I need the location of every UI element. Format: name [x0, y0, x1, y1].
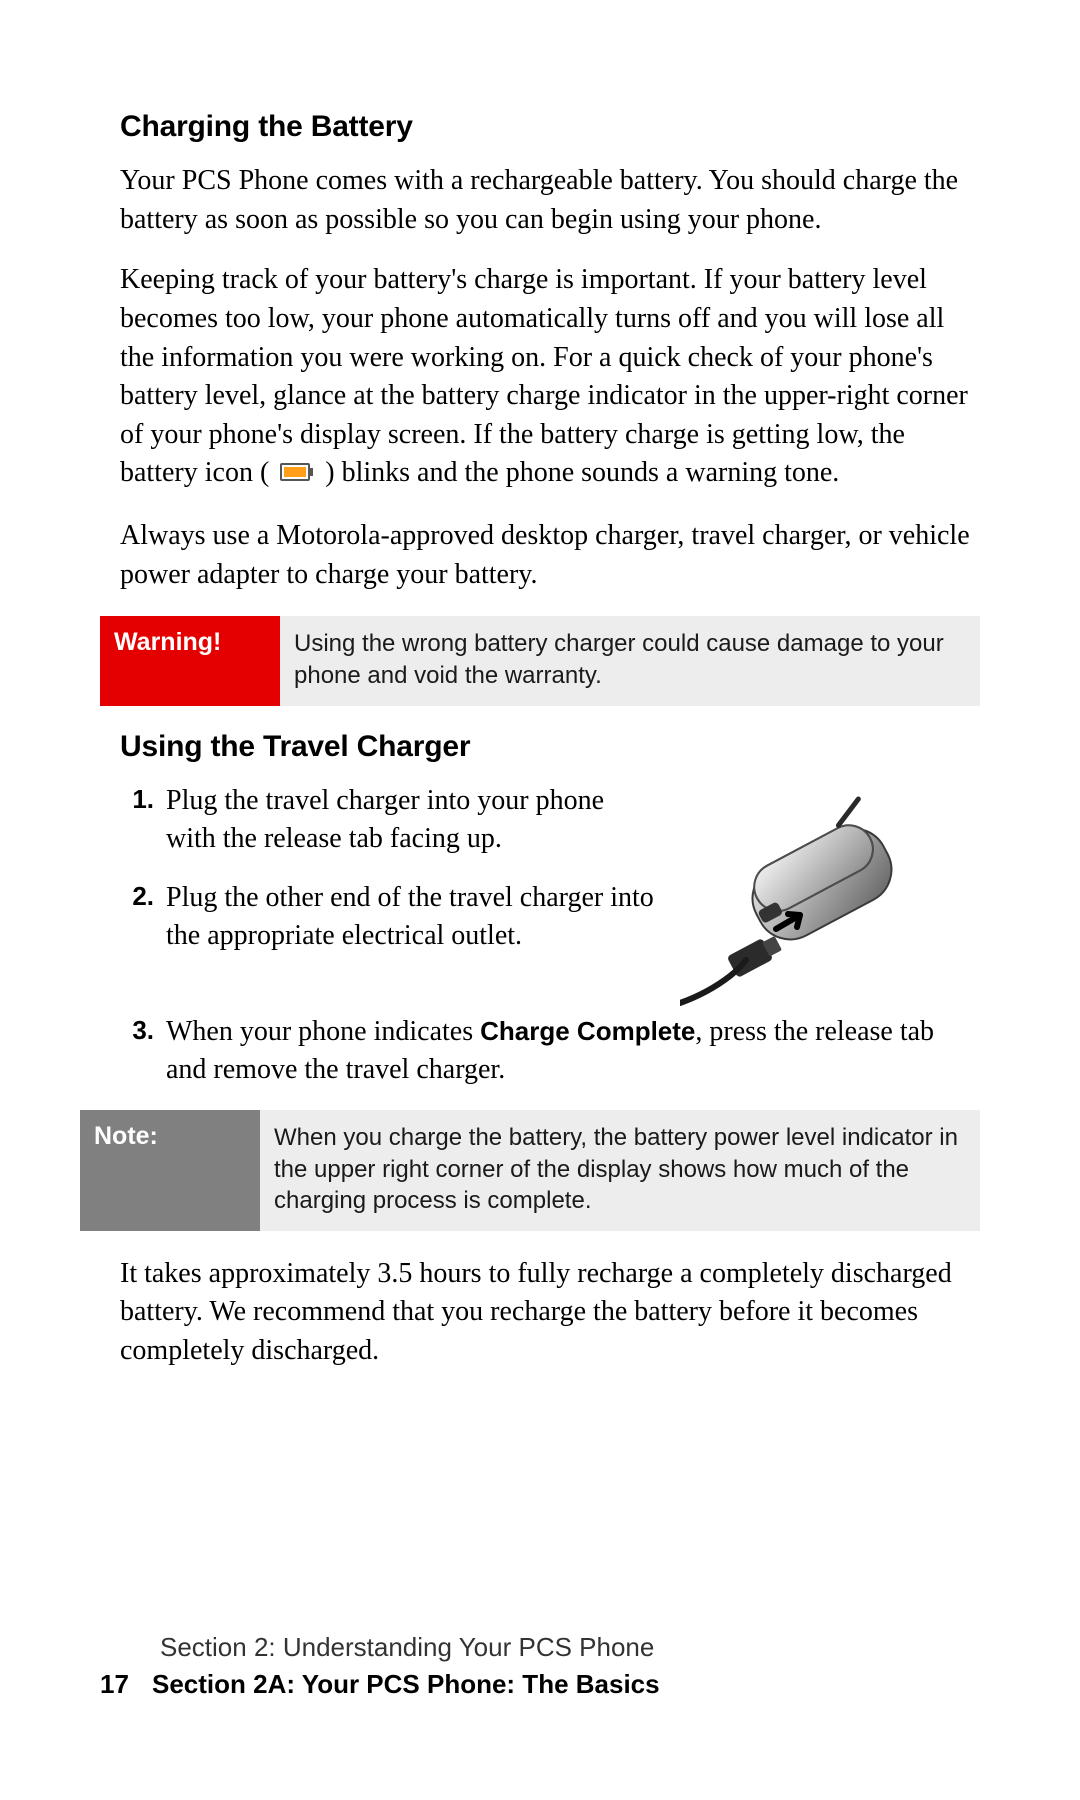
heading-charging-battery: Charging the Battery: [120, 110, 980, 144]
step-text: Plug the other end of the travel charger…: [166, 879, 660, 956]
step-1: 1. Plug the travel charger into your pho…: [120, 782, 660, 859]
steps-list: 1. Plug the travel charger into your pho…: [120, 782, 660, 977]
step-text: When your phone indicates Charge Complet…: [166, 1013, 980, 1090]
text-before-icon: Keeping track of your battery's charge i…: [120, 264, 968, 488]
paragraph-intro: Your PCS Phone comes with a rechargeable…: [120, 162, 980, 239]
paragraph-recharge-time: It takes approximately 3.5 hours to full…: [120, 1255, 980, 1371]
step-3: 3. When your phone indicates Charge Comp…: [120, 1013, 980, 1090]
battery-icon: [280, 456, 314, 495]
footer-section-title: Section 2A: Your PCS Phone: The Basics: [152, 1669, 660, 1699]
phone-charger-illustration: [680, 782, 980, 1013]
footer-section-top: Section 2: Understanding Your PCS Phone: [160, 1632, 660, 1663]
step-2: 2. Plug the other end of the travel char…: [120, 879, 660, 956]
text-after-icon: ) blinks and the phone sounds a warning …: [325, 457, 839, 488]
note-label: Note:: [80, 1110, 260, 1231]
step3-bold: Charge Complete: [480, 1016, 695, 1046]
warning-body: Using the wrong battery charger could ca…: [280, 616, 980, 705]
step-number: 3.: [120, 1013, 166, 1090]
heading-travel-charger: Using the Travel Charger: [120, 730, 980, 764]
footer-section-bottom: 17Section 2A: Your PCS Phone: The Basics: [100, 1669, 660, 1700]
page-number: 17: [100, 1669, 152, 1700]
page-footer: Section 2: Understanding Your PCS Phone …: [100, 1632, 660, 1700]
step-text: Plug the travel charger into your phone …: [166, 782, 660, 859]
manual-page: Charging the Battery Your PCS Phone come…: [0, 0, 1080, 1800]
warning-callout: Warning! Using the wrong battery charger…: [100, 616, 980, 705]
note-body: When you charge the battery, the battery…: [260, 1110, 980, 1231]
paragraph-battery-level: Keeping track of your battery's charge i…: [120, 261, 980, 495]
steps-region: 1. Plug the travel charger into your pho…: [120, 782, 980, 1371]
step-number: 2.: [120, 879, 166, 956]
note-callout: Note: When you charge the battery, the b…: [80, 1110, 980, 1231]
step3-text-a: When your phone indicates: [166, 1016, 480, 1047]
paragraph-approved-charger: Always use a Motorola-approved desktop c…: [120, 517, 980, 594]
step-number: 1.: [120, 782, 166, 859]
warning-label: Warning!: [100, 616, 280, 705]
